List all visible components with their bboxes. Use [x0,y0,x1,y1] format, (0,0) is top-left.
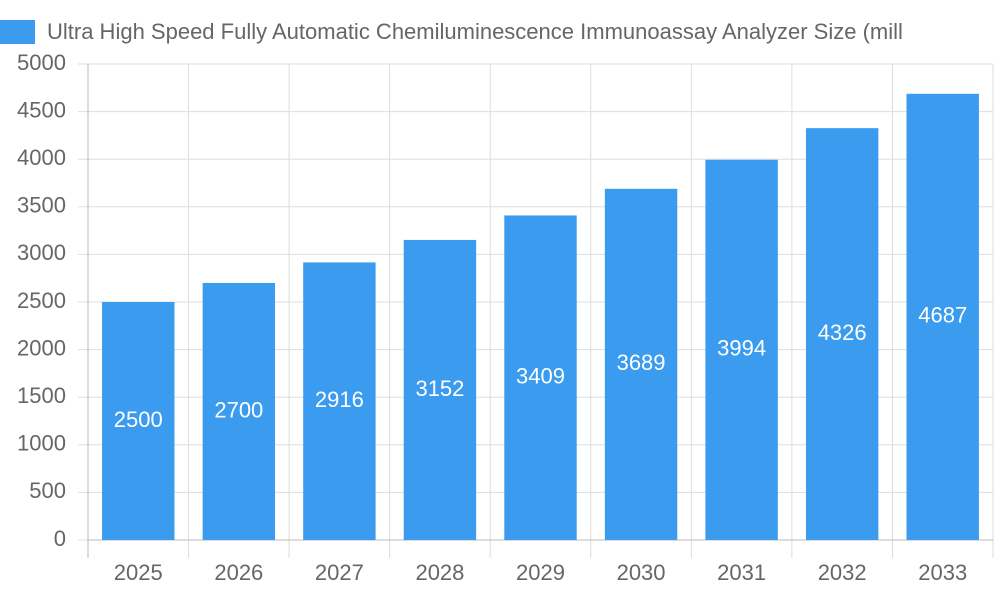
bar [102,302,175,540]
y-tick-label: 2000 [17,335,66,360]
data-label: 3152 [415,376,464,401]
x-tick-label: 2028 [415,560,464,585]
y-tick-label: 500 [29,478,66,503]
x-tick-label: 2029 [516,560,565,585]
data-label: 2916 [315,387,364,412]
x-tick-label: 2032 [818,560,867,585]
bar [504,215,577,540]
bar [906,93,979,540]
y-tick-label: 3000 [17,240,66,265]
y-tick-label: 5000 [17,50,66,75]
x-tick-label: 2033 [918,560,967,585]
bar [202,282,276,540]
y-tick-label: 4000 [17,145,66,170]
data-label: 2700 [214,397,263,422]
bar [403,239,477,540]
y-tick-label: 1500 [17,383,66,408]
x-tick-label: 2030 [617,560,666,585]
bar [805,128,879,540]
data-label: 2500 [114,407,163,432]
bar [604,188,678,541]
x-tick-label: 2031 [717,560,766,585]
legend-label: Ultra High Speed Fully Automatic Chemilu… [47,19,903,44]
y-tick-label: 2500 [17,288,66,313]
data-label: 3409 [516,364,565,389]
data-label: 3994 [717,336,766,361]
y-tick-label: 4500 [17,97,66,122]
y-tick-label: 3500 [17,193,66,218]
legend-swatch [0,20,35,44]
data-label: 3689 [617,350,666,375]
x-tick-label: 2026 [214,560,263,585]
data-label: 4326 [818,320,867,345]
data-label: 4687 [918,303,967,328]
bar [705,159,778,541]
x-tick-label: 2025 [114,560,163,585]
y-tick-label: 0 [54,526,66,551]
x-tick-label: 2027 [315,560,364,585]
y-tick-label: 1000 [17,431,66,456]
bar [303,262,376,540]
